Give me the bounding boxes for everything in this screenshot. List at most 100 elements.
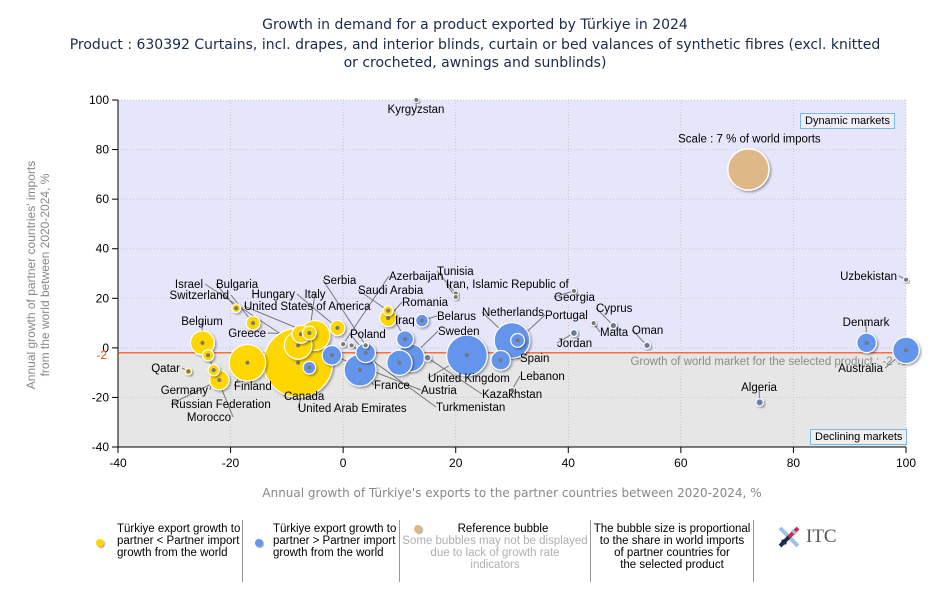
bubble-label: Qatar [151,363,180,375]
legend-separator [753,520,754,582]
legend-reference-note3: indicators [470,559,520,571]
bubble-label: Switzerland [170,290,229,302]
leader-line [553,290,575,298]
bubble-label: Uzbekistan [840,271,897,283]
bubble-center-dot [453,295,458,300]
bubble-center-dot [386,308,391,313]
y-tick-label: -40 [92,440,110,454]
bubble-label: United Kingdom [428,373,510,385]
bubble-label: Spain [520,353,549,365]
dynamic-markets-label: Dynamic markets [800,113,895,129]
bubble-label: Romania [402,297,449,309]
leader-line [215,283,237,309]
bubble-label: Morocco [187,412,231,424]
bubble-center-dot [515,338,520,343]
bubble-label: Austria [421,385,457,397]
bubble-label: Serbia [323,275,357,287]
dynamic-zone [118,100,906,353]
reference-bubble [726,147,770,191]
bubble-label: Oman [632,325,663,337]
bubble-center-dot [510,387,514,392]
bubble-label: Netherlands [482,307,544,319]
bubble-label: Hungary [252,289,296,301]
legend-blue: Türkiye export growth to partner > Partn… [255,520,400,584]
bubble-center-dot [611,323,616,328]
itc-logo-icon [778,526,800,548]
bubble-label: Greece [228,328,266,340]
bubble-label: Denmark [843,317,890,329]
bubble-center-dot [335,326,340,331]
bubble-label: Kyrgyzstan [388,104,445,116]
y-tick-label: 20 [96,291,110,305]
bubble-label: Italy [304,289,325,301]
bubble-center-dot [464,353,469,358]
leader-line [427,357,483,395]
leader-line [436,270,457,294]
bubble-center-dot [349,343,354,348]
legend-blue-line1: Türkiye export growth to [273,523,397,535]
bubble-label: Israel [175,279,203,291]
bubble-label: Turkmenistan [436,402,505,414]
leader-line [322,279,367,346]
bubble-center-dot [904,277,908,282]
bubble-label: Saudi Arabia [358,285,424,297]
reference-bubble-label: Scale : 7 % of world imports [678,133,821,145]
y-tick-label: 40 [96,242,110,256]
bubble-center-dot [757,400,762,405]
bubble-center-dot [307,365,312,370]
bubble-center-dot [358,368,363,373]
size-note-line1: The bubble size is proportional [593,523,751,535]
world-growth-tick-label: -2 [96,348,107,362]
legend-separator [590,520,591,582]
bubble-center-dot [211,368,216,373]
chart-title: Growth in demand for a product exported … [262,17,688,33]
x-tick-label: 40 [562,456,576,470]
bubble-center-dot [217,378,222,383]
bubble-label: Finland [234,381,272,393]
bubble-center-dot [186,369,191,374]
declining-markets-label: Declining markets [810,429,908,445]
bubble-center-dot [329,353,334,358]
y-tick-label: 0 [102,341,109,355]
bubble-label: Georgia [554,292,596,304]
y-tick-label: -20 [92,390,110,404]
bubble-label: Iran, Islamic Republic of [446,279,570,291]
bubble-center-dot [386,316,391,321]
bubble-center-dot [307,330,312,335]
bubble-label: Algeria [741,382,777,394]
x-tick-label: 0 [340,456,347,470]
size-note-line4: the selected product [620,559,724,571]
size-note-line3: of partner countries for [614,547,730,559]
bubble-center-dot [296,360,301,365]
bubble-label: Malta [600,327,629,339]
itc-logo-text: ITC [806,526,837,547]
legend-yellow-line2: partner < Partner import [117,535,240,547]
bubble-center-dot [341,342,346,347]
bubble-label: Cyprus [596,303,633,315]
bubble-label: Tunisia [437,266,474,278]
x-tick-label: 60 [674,456,688,470]
bubble-label: Azerbaijan [389,271,443,283]
x-tick-label: -20 [222,456,240,470]
x-tick-label: 80 [787,456,801,470]
bubble-label: Australia [838,363,883,375]
y-tick-label: 60 [96,192,110,206]
bubble-label: Portugal [545,310,588,322]
bubble-center-dot [206,353,211,358]
y-tick-label: 80 [96,143,110,157]
size-note-line2: to the share in world imports [599,535,745,547]
legend-reference-note1: Some bubbles may not be displayed [402,535,588,547]
y-axis-title: Annual growth of partner countries' impo… [24,161,52,389]
y-axis-title-line1: Annual growth of partner countries' impo… [24,160,38,390]
legend-separator [242,520,243,582]
chart-subtitle-line1: Product : 630392 Curtains, incl. drapes,… [69,37,881,53]
bubble-center-dot [414,98,419,102]
bubble-center-dot [363,350,368,355]
bubble-center-dot [363,343,368,348]
bubble-center-dot [425,355,430,360]
legend-separator [399,520,400,582]
bubble-label: Sweden [438,326,480,338]
bubble-label: Lebanon [520,371,565,383]
bubble-center-dot [397,360,402,365]
y-tick-label: 100 [89,93,109,107]
